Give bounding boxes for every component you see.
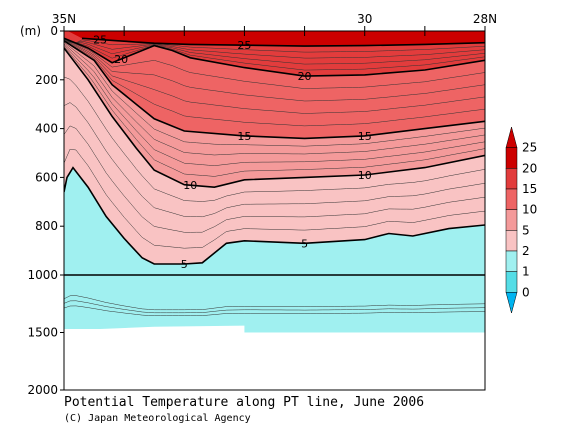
- y-tick-label: 1500: [27, 326, 58, 340]
- isotherm-minor: [64, 42, 485, 147]
- x-tick-label: 30: [357, 12, 372, 26]
- y-tick-label: 2000: [27, 383, 58, 397]
- colorbar-swatch: [505, 250, 518, 272]
- isotherm-label-25: 25: [237, 39, 251, 52]
- colorbar-swatch: [505, 168, 518, 190]
- plot-frame: [63, 30, 486, 391]
- colorbar-label: 5: [522, 223, 530, 237]
- colorbar-swatch: [505, 209, 518, 231]
- isotherm-minor: [64, 148, 485, 249]
- axes: 35N 30 28N 0 200 400 600 800 1000 1500 2000 (m): [20, 12, 497, 397]
- colorbar-swatch: [505, 188, 518, 210]
- isotherm-lines: [64, 37, 485, 316]
- x-tick-label: 35N: [52, 12, 76, 26]
- isotherm-2: [64, 305, 485, 316]
- isotherm-5: [64, 166, 485, 265]
- isotherm-10: [64, 47, 485, 189]
- colorbar-label: 0: [522, 285, 530, 299]
- isotherm-20: [64, 37, 485, 77]
- isotherm-label-10: 10: [183, 179, 197, 192]
- colorbar-label: 20: [522, 161, 537, 175]
- isotherm-label-15: 15: [358, 130, 372, 143]
- colorbar-swatch: [505, 147, 518, 169]
- isotherm-minor: [64, 102, 485, 218]
- credit-text: (C) Japan Meteorological Agency: [64, 413, 251, 424]
- isotherm-minor: [64, 38, 485, 89]
- isotherm-label-25: 25: [93, 34, 107, 47]
- y-tick-label: 800: [35, 219, 58, 233]
- isotherm-minor: [64, 45, 485, 166]
- chart-title: Potential Temperature along PT line, Jun…: [64, 395, 424, 410]
- isotherm-labels: 25 25 20 20 15 15 10 10 5 5: [93, 34, 372, 271]
- isotherm-minor: [64, 43, 485, 156]
- isotherm-minor: [64, 39, 485, 114]
- temperature-section-fill: [64, 31, 485, 333]
- colorbar-bottom-arrow: [505, 292, 518, 314]
- y-tick-label: 600: [35, 170, 58, 184]
- water-fill-above-25: [67, 31, 485, 47]
- isotherm-minor: [64, 39, 485, 53]
- colorbar-swatch: [505, 230, 518, 252]
- isotherm-minor: [64, 46, 485, 177]
- colorbar-top-arrow: [505, 126, 518, 148]
- isotherm-minor: [64, 125, 485, 233]
- y-tick-label: 1000: [27, 268, 58, 282]
- isotherm-label-20: 20: [298, 70, 312, 83]
- colorbar-label: 1: [522, 265, 530, 279]
- y-tick-label: 400: [35, 122, 58, 136]
- colorbar-label: 15: [522, 182, 537, 196]
- isotherm-label-5: 5: [181, 258, 188, 271]
- colorbar-swatch: [505, 271, 518, 293]
- isotherm-minor: [64, 40, 485, 127]
- isotherm-label-5: 5: [301, 237, 308, 250]
- colorbar-label: 25: [522, 141, 537, 155]
- y-axis-unit-label: (m): [20, 24, 41, 38]
- y-tick-label: 0: [50, 24, 58, 38]
- isotherm-minor: [64, 76, 485, 202]
- isotherm-4: [64, 295, 485, 311]
- x-tick-label: 28N: [473, 12, 497, 26]
- isotherm-15: [64, 40, 485, 140]
- isotherm-minor: [64, 39, 485, 102]
- isotherm-label-15: 15: [237, 130, 251, 143]
- isotherm-25: [81, 37, 485, 47]
- colorbar-label: 10: [522, 203, 537, 217]
- isotherm-minor: [64, 38, 485, 71]
- isotherm-label-20: 20: [114, 53, 128, 66]
- isotherm-minor: [64, 39, 485, 65]
- colorbar-label: 2: [522, 244, 530, 258]
- isotherm-3: [64, 300, 485, 314]
- y-tick-label: 200: [35, 73, 58, 87]
- isotherm-label-10: 10: [358, 169, 372, 182]
- isotherm-minor: [64, 40, 485, 59]
